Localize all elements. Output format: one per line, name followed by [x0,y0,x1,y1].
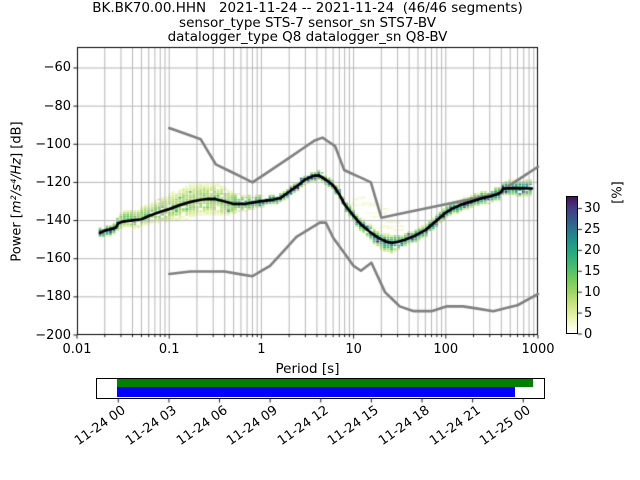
timeline-coverage-bar-blue [116,387,516,398]
x-tick-label: 1 [257,342,266,357]
colorbar-tick-label: 25 [584,221,601,237]
y-tick-label: −120 [35,174,71,190]
colorbar-tick-label: 20 [584,242,601,258]
y-tick-label: −160 [35,251,71,267]
colorbar [566,196,578,334]
x-tick-label: 1000 [521,342,555,357]
y-tick-label: −80 [43,98,71,114]
y-tick-label: −140 [35,213,71,229]
y-tick-label: −200 [35,327,71,343]
colorbar-tick-label: 5 [584,305,593,321]
colorbar-tick-label: 15 [584,263,601,279]
y-tick-label: −180 [35,289,71,305]
colorbar-tick-label: 10 [584,284,601,300]
x-tick-label: 0.1 [158,342,180,357]
plot-title: BK.BK70.00.HHN 2021-11-24 -- 2021-11-24 … [92,0,523,16]
colorbar-tick-label: 30 [584,201,601,217]
y-tick-label: −60 [43,60,71,76]
colorbar-unit-label: [%] [610,181,626,204]
x-tick-label: 10 [345,342,362,357]
x-tick-label: 0.01 [62,342,92,357]
timeline-coverage-bar-green [116,379,533,388]
plot-subtitle-sensor: sensor_type STS-7 sensor_sn STS7-BV [179,14,436,31]
x-axis-label: Period [s] [275,361,340,377]
plot-subtitle-datalogger: datalogger_type Q8 datalogger_sn Q8-BV [167,29,448,45]
colorbar-tick-label: 0 [584,326,593,342]
y-tick-label: −100 [35,136,71,152]
x-tick-label: 100 [433,342,459,357]
colorbar-gradient [567,197,577,333]
